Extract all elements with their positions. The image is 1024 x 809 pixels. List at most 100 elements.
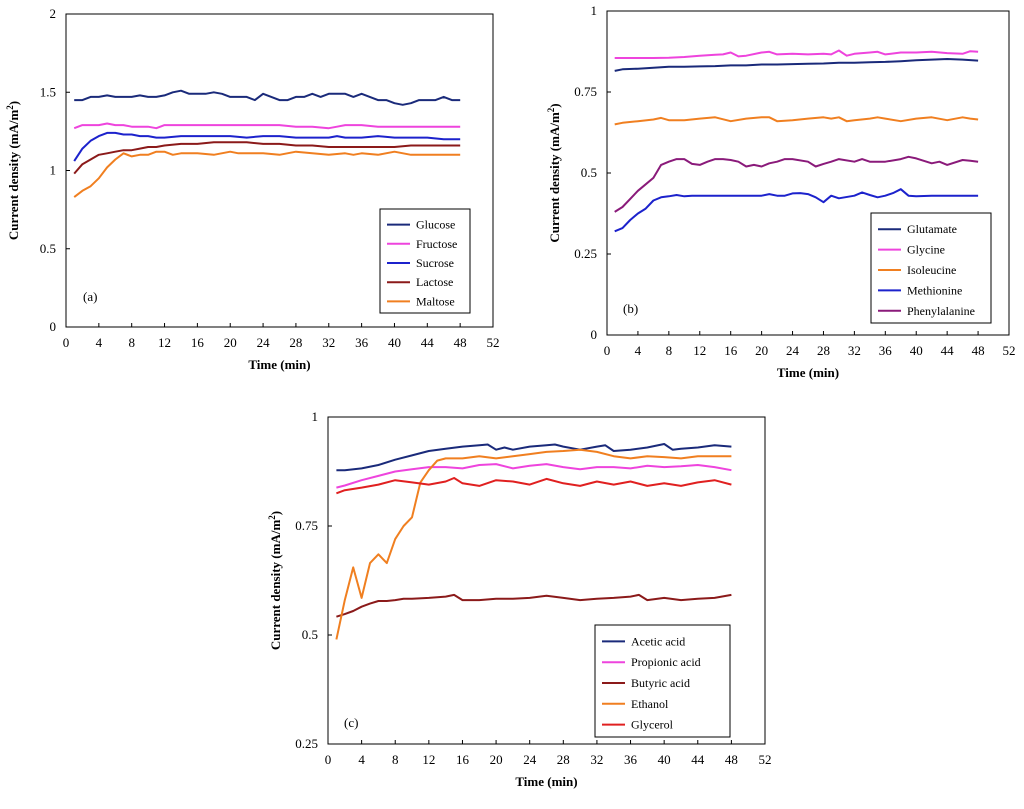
x-tick-label: 8 (128, 335, 135, 350)
x-tick-label: 20 (755, 343, 768, 358)
y-tick-label: 0.75 (295, 518, 318, 533)
y-axis-title: Current density (mA/m2) (267, 511, 283, 650)
x-tick-label: 32 (590, 752, 603, 767)
y-tick-label: 1.5 (40, 84, 56, 99)
legend-entry: Lactose (416, 275, 453, 289)
x-tick-label: 28 (817, 343, 830, 358)
series-line-lactose (73, 141, 461, 175)
series-line-acetic-acid (336, 443, 732, 472)
legend-entry: Glutamate (907, 222, 957, 236)
x-tick-label: 0 (604, 343, 611, 358)
y-tick-label: 0.75 (574, 84, 597, 99)
x-tick-label: 52 (1003, 343, 1016, 358)
x-tick-label: 24 (523, 752, 537, 767)
x-tick-label: 40 (658, 752, 671, 767)
x-tick-label: 16 (456, 752, 470, 767)
x-axis-title: Time (min) (248, 357, 310, 372)
legend-entry: Methionine (907, 283, 962, 297)
x-tick-label: 4 (635, 343, 642, 358)
x-tick-label: 32 (848, 343, 861, 358)
y-tick-label: 1 (591, 3, 598, 18)
legend-entry: Isoleucine (907, 263, 956, 277)
x-tick-label: 48 (725, 752, 738, 767)
series-line-glucose (74, 89, 461, 106)
legend-box (379, 208, 471, 314)
legend-entry: Ethanol (631, 697, 669, 711)
x-tick-label: 16 (724, 343, 738, 358)
x-tick-label: 48 (454, 335, 467, 350)
x-tick-label: 12 (158, 335, 171, 350)
x-tick-label: 0 (325, 752, 332, 767)
y-tick-label: 0 (50, 319, 57, 334)
series-line-glycine (614, 49, 979, 59)
y-tick-label: 0.5 (581, 165, 597, 180)
x-tick-label: 52 (487, 335, 500, 350)
x-tick-label: 24 (786, 343, 800, 358)
x-tick-label: 4 (358, 752, 365, 767)
legend-entry: Glycerol (631, 718, 674, 732)
x-tick-label: 0 (63, 335, 70, 350)
legend-box (870, 212, 992, 324)
series-line-glycerol (336, 477, 732, 495)
legend-entry: Propionic acid (631, 655, 701, 669)
x-tick-label: 8 (392, 752, 399, 767)
chart-panel-c: 0 4 8 12 16 20 24 28 32 36 40 44 48 520.250.50.751Tim… (267, 409, 772, 789)
legend-entry: Fructose (416, 237, 457, 251)
x-tick-label: 28 (289, 335, 302, 350)
legend-box (594, 624, 731, 738)
x-tick-label: 16 (191, 335, 205, 350)
series-line-isoleucine (614, 116, 979, 126)
y-axis-title: Current density (mA/m2) (5, 101, 21, 240)
chart-panel-b: 0 4 8 12 16 20 24 28 32 36 40 44 48 5200.250.50.751Ti… (546, 3, 1016, 380)
series-line-butyric-acid (336, 593, 732, 618)
x-tick-label: 20 (490, 752, 503, 767)
panel-label: (b) (623, 301, 638, 316)
x-tick-label: 32 (322, 335, 335, 350)
x-tick-label: 44 (691, 752, 705, 767)
x-tick-label: 36 (879, 343, 893, 358)
x-tick-label: 44 (421, 335, 435, 350)
x-tick-label: 52 (759, 752, 772, 767)
panel-label: (c) (344, 715, 358, 730)
y-tick-label: 0.25 (574, 246, 597, 261)
series-line-methionine (614, 188, 979, 233)
legend-entry: Acetic acid (631, 634, 685, 648)
panel-label: (a) (83, 289, 97, 304)
legend-entry: Phenylalanine (907, 304, 975, 318)
series-line-phenylalanine (614, 155, 979, 213)
legend: Acetic acid Propionic acid Butyric acid Eth… (594, 624, 731, 738)
legend-entry: Butyric acid (631, 676, 690, 690)
x-tick-label: 4 (96, 335, 103, 350)
x-axis-title: Time (min) (515, 774, 577, 789)
x-tick-label: 36 (624, 752, 638, 767)
x-tick-label: 12 (693, 343, 706, 358)
x-axis-title: Time (min) (777, 365, 839, 380)
x-tick-label: 24 (257, 335, 271, 350)
y-tick-label: 1 (50, 163, 57, 178)
y-tick-label: 1 (312, 409, 319, 424)
y-tick-label: 0.25 (295, 736, 318, 751)
x-tick-label: 40 (388, 335, 401, 350)
x-tick-label: 48 (972, 343, 985, 358)
legend: Glucose Fructose Sucrose Lactose Maltose (379, 208, 471, 314)
legend-entry: Glucose (416, 218, 455, 232)
series-line-maltose (73, 150, 461, 198)
y-tick-label: 0.5 (302, 627, 318, 642)
x-tick-label: 40 (910, 343, 923, 358)
x-tick-label: 20 (224, 335, 237, 350)
x-tick-label: 36 (355, 335, 369, 350)
x-tick-label: 12 (422, 752, 435, 767)
plot-frame (327, 416, 766, 745)
x-tick-label: 28 (557, 752, 570, 767)
series-line-ethanol (335, 448, 732, 640)
x-tick-label: 44 (941, 343, 955, 358)
series-line-propionic-acid (336, 463, 732, 489)
legend: Glutamate Glycine Isoleucine Methionine Phen… (870, 212, 992, 324)
series-line-glutamate (614, 58, 979, 72)
y-axis-title: Current density (mA/m2) (546, 103, 562, 242)
legend-entry: Glycine (907, 243, 945, 257)
legend-entry: Maltose (416, 294, 455, 308)
y-tick-label: 0.5 (40, 241, 56, 256)
